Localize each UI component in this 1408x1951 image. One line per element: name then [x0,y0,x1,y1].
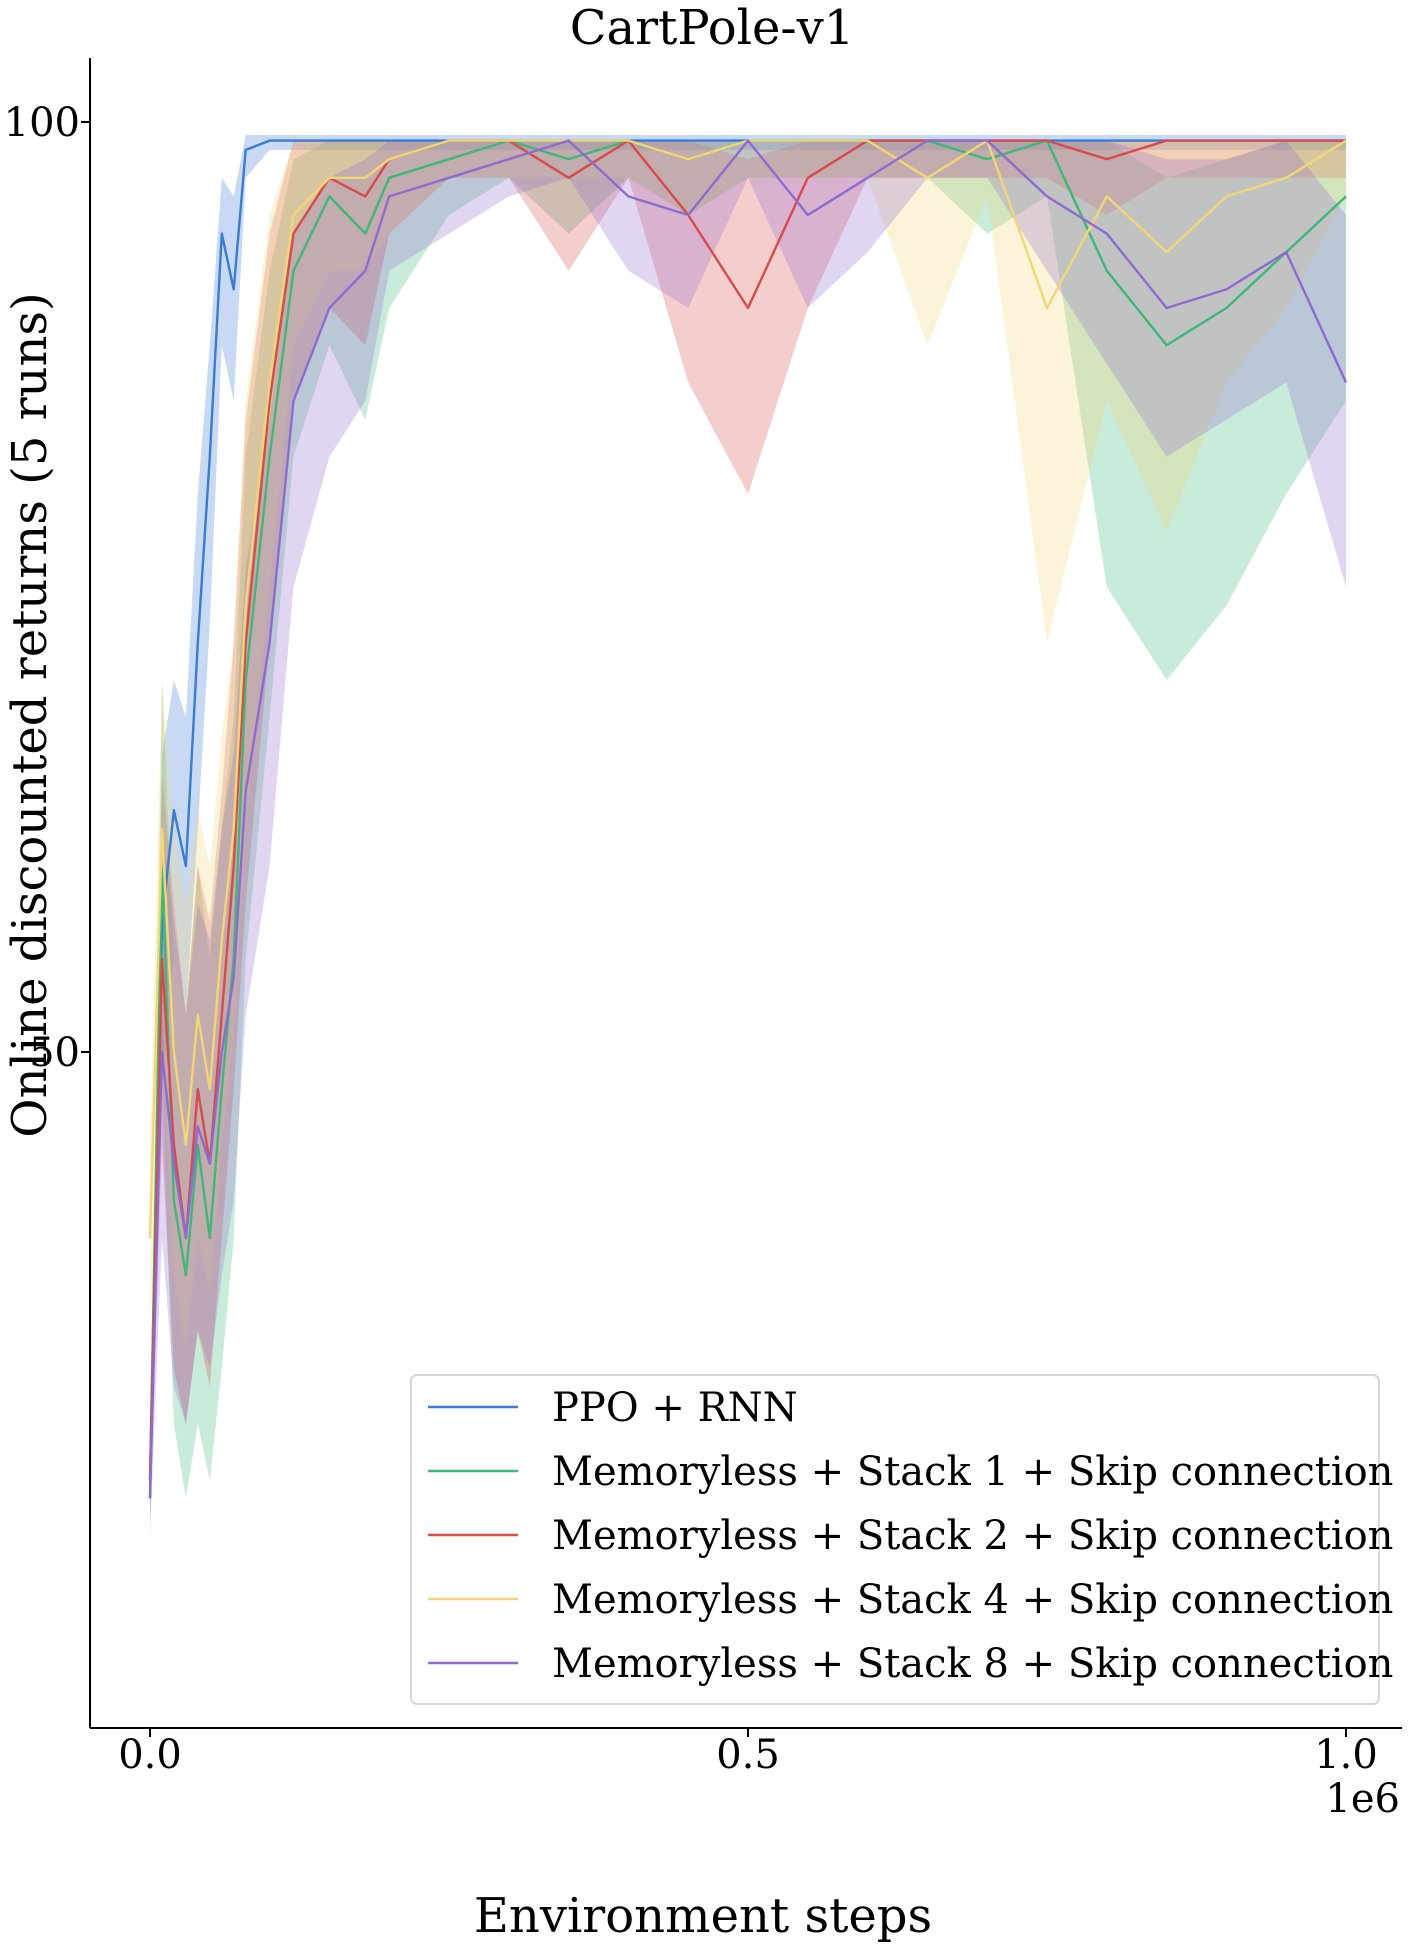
ticks-layer: 0.0 0.5 1.0 100 50 [4,100,1378,1778]
series-band-2 [150,140,1346,1518]
x-tick-label: 1.0 [1314,1732,1378,1778]
x-tick-label: 0.0 [118,1732,182,1778]
x-tick-label: 0.5 [716,1732,780,1778]
series-line-4 [148,139,1347,1239]
y-tick-label: 100 [4,100,80,146]
x-axis-label: Environment steps [474,1888,932,1944]
legend-label: Memoryless + Stack 2 + Skip connection [552,1513,1393,1559]
legend: PPO + RNN Memoryless + Stack 1 + Skip con… [410,1374,1393,1705]
series-line-2 [148,139,1347,1480]
y-axis-label: Online discounted returns (5 runs) [2,292,58,1138]
series-layer [148,135,1348,1536]
series-band-5 [150,140,1346,1536]
y-tick-label: 50 [29,1030,80,1076]
legend-label: Memoryless + Stack 1 + Skip connection [552,1449,1393,1495]
chart-title: CartPole-v1 [570,0,854,56]
legend-label: Memoryless + Stack 4 + Skip connection [552,1577,1393,1623]
series-band-3 [150,140,1346,1518]
legend-items: PPO + RNN Memoryless + Stack 1 + Skip con… [428,1385,1393,1687]
legend-box [410,1374,1380,1705]
legend-label: PPO + RNN [552,1385,798,1431]
x-axis-offset-label: 1e6 [1325,1776,1400,1822]
series-band-4 [150,140,1346,1350]
legend-label: Memoryless + Stack 8 + Skip connection [552,1641,1393,1687]
series-line-5 [148,139,1348,1499]
